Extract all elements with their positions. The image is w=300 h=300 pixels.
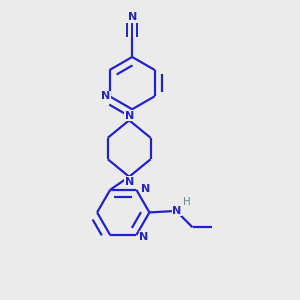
- Text: N: N: [124, 110, 134, 121]
- Text: N: N: [124, 176, 134, 187]
- Text: N: N: [172, 206, 182, 216]
- Text: N: N: [139, 232, 148, 242]
- Text: N: N: [101, 91, 110, 101]
- Text: N: N: [141, 184, 150, 194]
- Text: N: N: [128, 12, 137, 22]
- Text: H: H: [183, 197, 191, 207]
